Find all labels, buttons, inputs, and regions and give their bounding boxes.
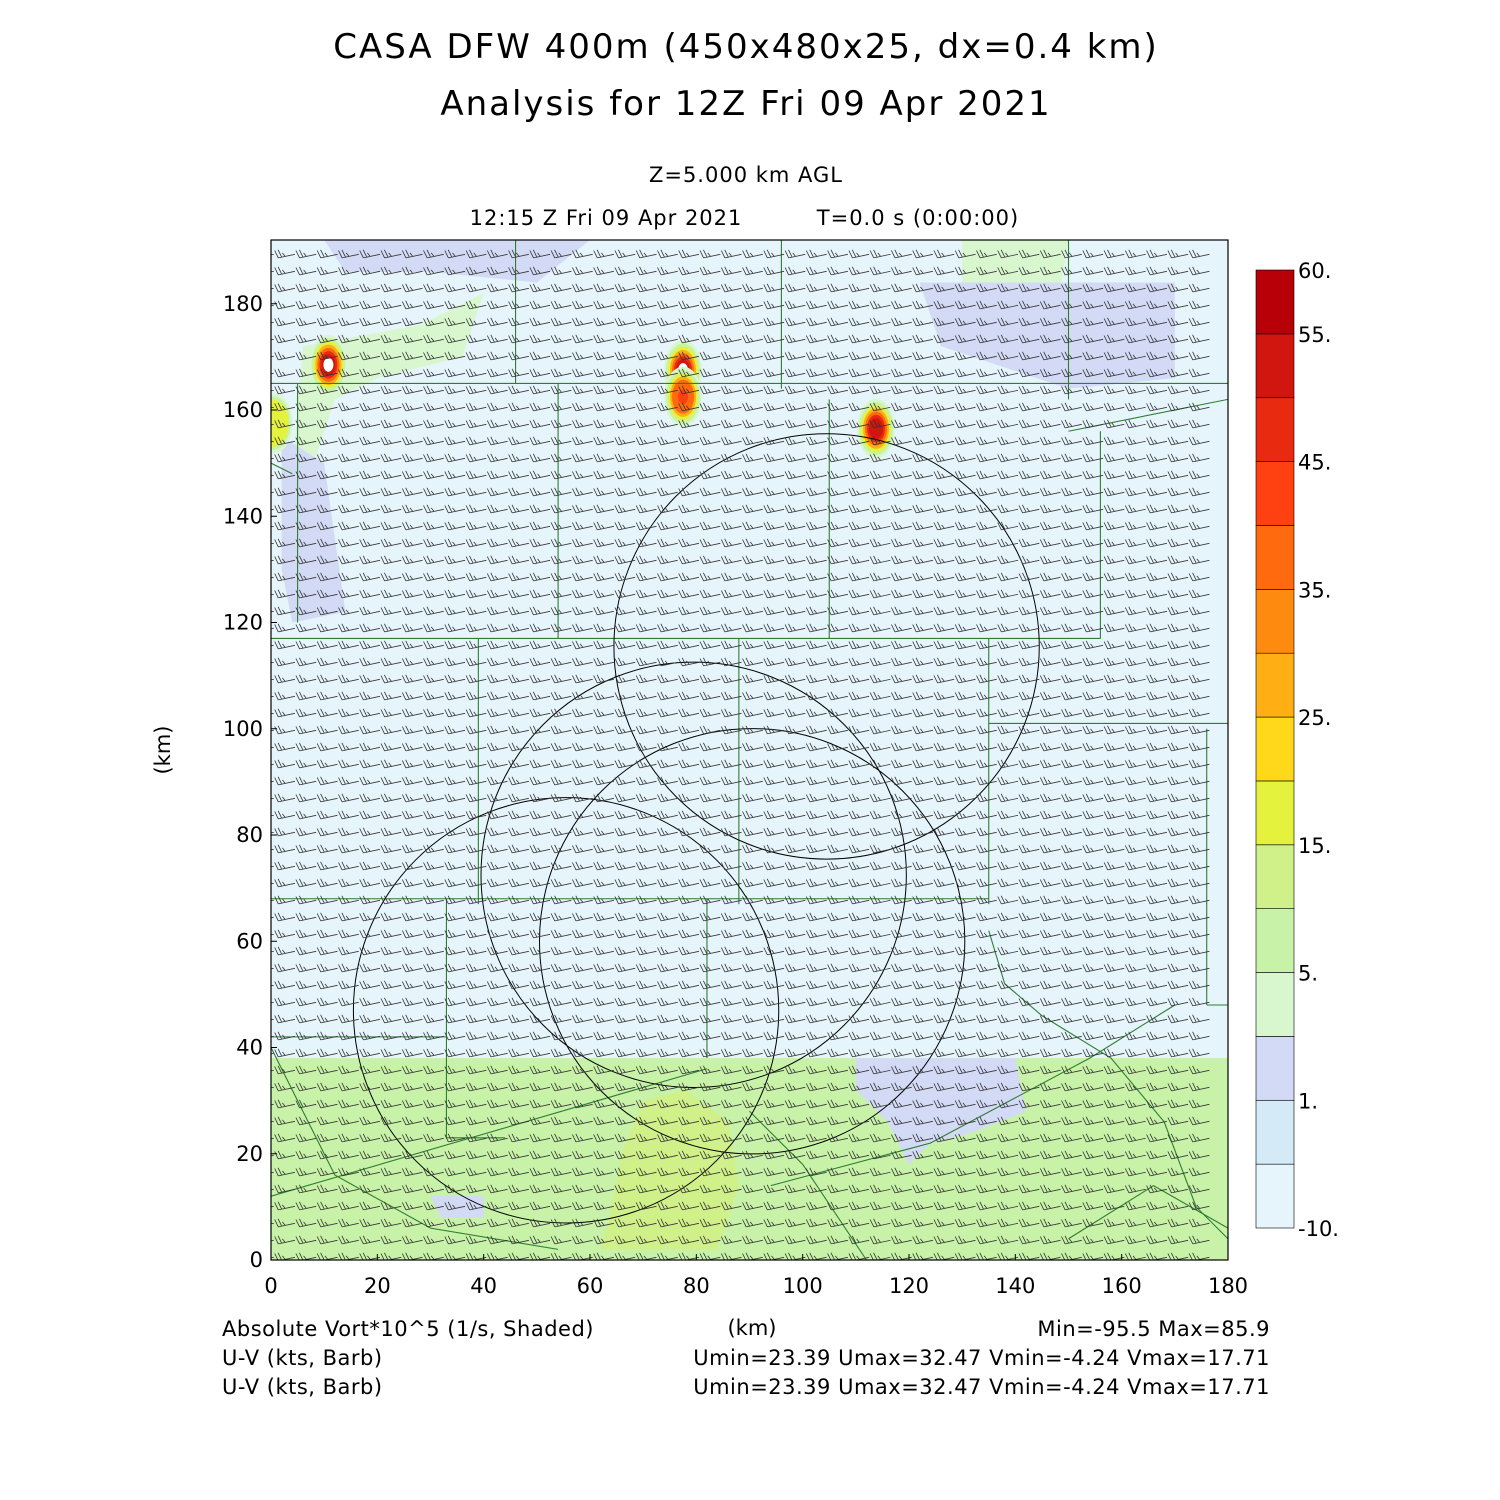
colorbar-tick-label: 45. [1298,451,1331,475]
vortex-0 [309,334,348,395]
x-axis-label: (km) [727,1316,776,1340]
colorbar-bin [1255,972,1295,1037]
level-label: Z=5.000 km AGL [649,163,843,187]
colorbar-bin [1255,589,1295,654]
colorbar-tick-label: 55. [1298,323,1331,347]
county-line-27 [271,462,293,475]
county-line-23 [770,1004,1176,1187]
colorbar-bin [1255,716,1295,782]
x-tick-label: 100 [783,1274,823,1298]
x-tick-label: 80 [683,1274,710,1298]
x-tick-label: 180 [1208,1274,1248,1298]
x-tick-label: 120 [889,1274,929,1298]
colorbar-bin [1255,780,1295,846]
min-max-label: Min=-95.5 Max=85.9 [1037,1317,1270,1341]
vorticity-shading [271,240,1228,1260]
x-tick-label: 160 [1102,1274,1142,1298]
colorbar-bin [1255,333,1295,399]
radar-ring-1 [480,661,907,1089]
barb-label-1: U-V (kts, Barb) [222,1346,383,1370]
y-tick-label: 140 [223,504,263,528]
county-line-28 [749,1110,867,1260]
y-tick-label: 20 [236,1142,263,1166]
colorbar-bin [1255,269,1295,335]
elapsed-time-label: T=0.0 s (0:00:00) [816,206,1019,230]
radar-range-rings [352,433,1040,1224]
y-tick-label: 120 [223,611,263,635]
y-axis-label: (km) [151,725,175,774]
field-label: Absolute Vort*10^5 (1/s, Shaded) [222,1317,594,1341]
chart-title-line2: Analysis for 12Z Fri 09 Apr 2021 [440,84,1051,124]
colorbar-bin [1255,461,1295,526]
chart-title-line1: CASA DFW 400m (450x480x25, dx=0.4 km) [333,27,1159,67]
x-tick-label: 0 [264,1274,277,1298]
county-line-29 [1068,1184,1228,1240]
y-tick-label: 160 [223,398,263,422]
radar-ring-2 [538,728,966,1155]
y-axis: 0 20 40 60 80 100 120 140 160 180 [223,292,277,1272]
uv-stats-1: Umin=23.39 Umax=32.47 Vmin=-4.24 Vmax=17… [693,1346,1270,1370]
shaded-region-southeast-blue-patch [855,1058,1026,1165]
colorbar-bin [1255,1099,1295,1165]
shaded-region-southwest-blue-patch [430,1196,484,1218]
colorbar-bin [1255,844,1295,909]
county-line-22 [271,1047,559,1250]
x-tick-label: 20 [364,1274,391,1298]
barb-label-2: U-V (kts, Barb) [222,1375,383,1399]
y-tick-label: 60 [236,929,263,953]
vortex-4 [271,393,293,454]
vortex-shade [678,389,689,404]
colorbar: -10. 1. 5. 15. 25. 35. 45. 55. 60. [1255,259,1339,1241]
x-tick-label: 140 [995,1274,1035,1298]
shaded-region-northeast-blue-patch [919,282,1175,389]
colorbar-tick-label: 1. [1298,1089,1318,1113]
radar-ring-0 [352,797,780,1224]
x-axis: 0 20 40 60 80 100 120 140 160 180 [264,1254,1248,1298]
colorbar-tick-label: 35. [1298,578,1331,602]
colorbar-tick-label: -10. [1298,1217,1339,1241]
colorbar-bin [1255,1163,1295,1229]
colorbar-tick-label: 25. [1298,706,1331,730]
y-tick-label: 40 [236,1036,263,1060]
shaded-region-northwest-green-patch [292,293,484,474]
plot-frame [270,239,1229,1261]
colorbar-bin [1255,652,1295,718]
y-tick-label: 80 [236,823,263,847]
x-tick-label: 60 [577,1274,604,1298]
colorbar-tick-label: 5. [1298,962,1318,986]
vortex-shade [271,416,279,431]
colorbar-bin [1255,525,1295,590]
colorbar-tick-label: 60. [1298,259,1331,283]
y-tick-label: 180 [223,292,263,316]
vortex-shade [871,421,882,436]
radar-ring-3 [613,433,1040,860]
valid-time-label: 12:15 Z Fri 09 Apr 2021 [470,206,743,230]
x-tick-label: 40 [470,1274,497,1298]
colorbar-bin [1255,397,1295,462]
colorbar-bin [1255,908,1295,973]
vortex-core [323,357,334,372]
colorbar-tick-label: 15. [1298,834,1331,858]
wind-barb-field [271,249,1210,1260]
colorbar-bin [1255,1036,1295,1101]
county-line-21 [271,1068,708,1197]
vortex-2 [664,366,703,427]
county-line-24 [988,930,1228,1240]
uv-stats-2: Umin=23.39 Umax=32.47 Vmin=-4.24 Vmax=17… [693,1375,1270,1399]
wind-barbs [271,249,1210,1260]
y-tick-label: 100 [223,717,263,741]
y-tick-label: 0 [250,1248,263,1272]
